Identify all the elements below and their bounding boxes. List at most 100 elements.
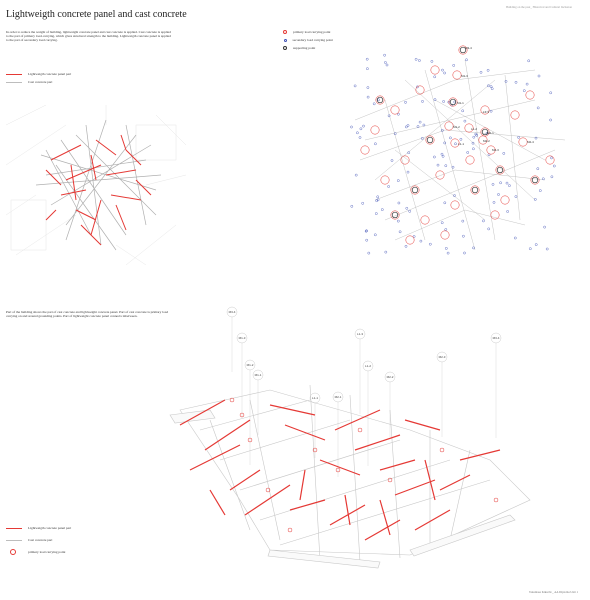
- tag-bubble: [332, 391, 344, 403]
- secondary-point-icon: [461, 219, 465, 223]
- secondary-point-icon: [534, 243, 538, 246]
- secondary-point-icon: [533, 198, 537, 201]
- tag-label: M1-2: [247, 363, 254, 367]
- secondary-point-icon: [441, 129, 444, 132]
- black-circle-icon: [283, 46, 287, 50]
- secondary-point-icon: [465, 58, 468, 62]
- primary-point-icon: [410, 185, 420, 195]
- secondary-point-icon: [543, 225, 546, 229]
- legend-label: Lightweigth concrete panel part: [28, 526, 72, 530]
- primary-point-icon: [450, 200, 460, 210]
- primary-point-icon: [525, 90, 535, 100]
- secondary-point-icon: [466, 151, 469, 154]
- secondary-point-icon: [433, 75, 436, 79]
- primary-point-icon: [530, 175, 540, 185]
- secondary-point-icon: [407, 151, 410, 154]
- secondary-point-icon: [443, 201, 447, 205]
- tag-bubble: [490, 332, 502, 344]
- supporting-points: [376, 46, 539, 219]
- secondary-point-icon: [452, 64, 455, 67]
- secondary-point-icon: [397, 219, 400, 223]
- tag-bubble: [252, 369, 264, 381]
- primary-point-icon: [486, 145, 496, 155]
- secondary-point-icon: [412, 235, 416, 238]
- tag-leaders: [231, 316, 497, 477]
- legend-label: supporting point: [293, 46, 316, 50]
- secondary-point-icon: [398, 230, 402, 234]
- secondary-point-icon: [397, 179, 400, 182]
- primary-point-icon: [495, 165, 505, 175]
- secondary-point-icon: [474, 132, 478, 136]
- site-context: [6, 105, 186, 265]
- legend-item-primary: primary load carrying point: [6, 546, 71, 558]
- point-label: M3-4: [465, 46, 472, 50]
- plan-drawing: [6, 105, 186, 265]
- secondary-point-icon: [444, 164, 448, 167]
- secondary-point-icon: [463, 119, 467, 123]
- secondary-point-icon: [397, 201, 401, 205]
- supporting-point-icon: [426, 136, 434, 144]
- primary-point-icon: [518, 137, 528, 147]
- secondary-point-icon: [446, 251, 450, 255]
- gray-line-icon: [6, 539, 22, 541]
- secondary-point-icon: [461, 109, 464, 113]
- primary-point-icon: [415, 85, 425, 95]
- primary-point-icon: [420, 215, 430, 225]
- secondary-point-icon: [442, 100, 445, 103]
- tag-label: M2-2: [387, 375, 394, 379]
- secondary-point-icon: [405, 125, 408, 129]
- secondary-points: [350, 53, 556, 255]
- supporting-point-icon: [459, 46, 467, 54]
- secondary-point-icon: [408, 209, 411, 213]
- load-point-plan: M3-4 M1-3 M1-1 L1-3 M1-2 L1-1 M2-1 M2-2 …: [350, 45, 566, 255]
- supporting-point-icon: [531, 176, 539, 184]
- secondary-point-icon: [441, 68, 444, 72]
- primary-point-icon: [335, 467, 341, 473]
- primary-point-icon: [493, 497, 499, 503]
- secondary-point-icon: [487, 84, 490, 88]
- secondary-point-icon: [353, 84, 357, 88]
- secondary-point-icon: [384, 61, 387, 64]
- secondary-point-icon: [513, 236, 517, 240]
- legend-label: primary load carrying point: [28, 550, 66, 554]
- supporting-point-icon: [481, 128, 489, 136]
- secondary-point-icon: [433, 155, 436, 159]
- secondary-point-icon: [358, 136, 362, 139]
- secondary-point-icon: [505, 181, 509, 185]
- secondary-point-icon: [429, 242, 432, 246]
- secondary-point-icon: [366, 67, 369, 71]
- secondary-point-icon: [436, 163, 440, 167]
- tag-label: L1-2: [365, 364, 371, 368]
- secondary-point-icon: [534, 136, 538, 140]
- secondary-point-icon: [451, 165, 455, 169]
- primary-point-icon: [450, 138, 460, 148]
- secondary-point-icon: [491, 183, 495, 186]
- secondary-point-icon: [506, 210, 509, 213]
- secondary-point-icon: [459, 138, 463, 141]
- project-note: Building on the past_ Historical and Cul…: [506, 5, 572, 9]
- gray-line-icon: [6, 81, 22, 83]
- secondary-point-icon: [449, 136, 452, 140]
- secondary-point-icon: [433, 98, 437, 101]
- secondary-point-icon: [489, 109, 493, 113]
- primary-point-icon: [430, 65, 440, 75]
- secondary-point-icon: [430, 60, 434, 63]
- primary-point-icon: [464, 123, 474, 133]
- point-label: M1-1: [457, 101, 464, 105]
- legend-label: primary load carrying point: [293, 30, 331, 34]
- tag-bubble: [226, 306, 238, 318]
- primary-point-icon: [435, 170, 445, 180]
- red-circle-icon: [283, 30, 287, 34]
- secondary-point-icon: [527, 59, 530, 63]
- secondary-point-icon: [486, 68, 490, 72]
- primary-point-icon: [265, 487, 271, 493]
- secondary-point-icon: [525, 82, 529, 86]
- primary-point-icon: [370, 125, 380, 135]
- supporting-point-icon: [449, 98, 457, 106]
- supporting-point-icon: [471, 186, 479, 194]
- primary-point-icon: [390, 210, 400, 220]
- secondary-point-icon: [550, 175, 554, 179]
- primary-point-icon: [465, 155, 475, 165]
- secondary-point-icon: [443, 71, 446, 75]
- secondary-point-icon: [462, 234, 465, 238]
